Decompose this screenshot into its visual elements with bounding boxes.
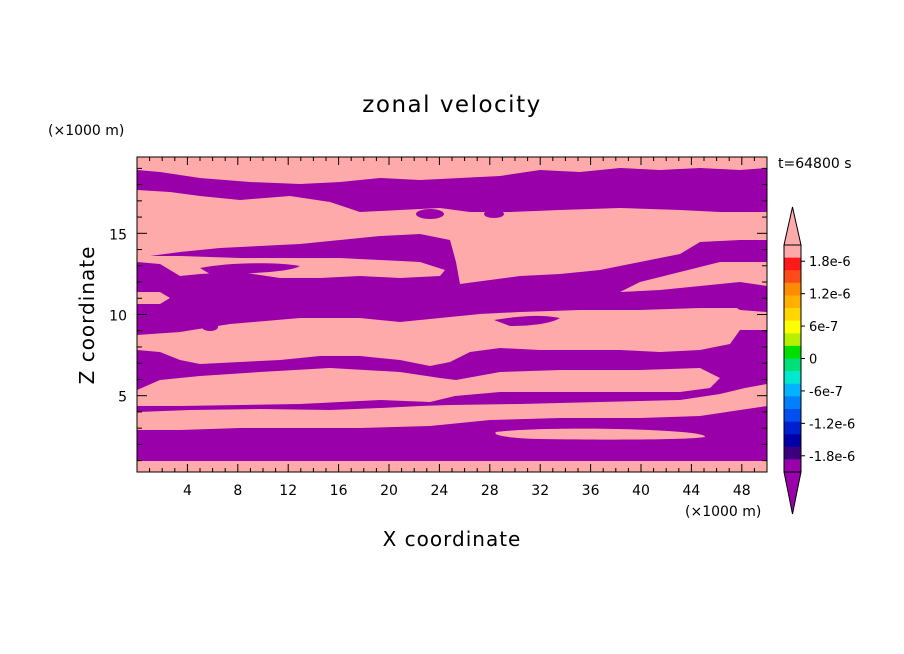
colorbar-segment: [784, 308, 801, 321]
colorbar-segment: [784, 383, 801, 397]
colorbar-segment: [784, 282, 801, 296]
y-axis-title: Z coordinate: [75, 246, 99, 385]
y-tick-label: 15: [109, 227, 127, 243]
field-region-negative: [494, 315, 560, 326]
field-region-positive: [137, 190, 767, 284]
x-tick-label: 28: [481, 483, 499, 499]
colorbar-tick-label: -6e-7: [809, 385, 843, 400]
y-tick-label: 5: [118, 390, 127, 406]
colorbar-segment: [784, 408, 801, 422]
field-region-negative: [730, 298, 767, 312]
x-tick-label: 16: [330, 483, 348, 499]
field-region-negative: [484, 210, 504, 218]
colorbar-segment: [784, 333, 801, 347]
x-tick-label: 36: [582, 483, 600, 499]
colorbar-max-arrow: [783, 206, 802, 246]
colorbar-segment: [784, 295, 801, 309]
field-region-negative: [416, 209, 444, 219]
field-region-negative: [200, 263, 300, 274]
x-tick-label: 40: [632, 483, 650, 499]
field-region-positive: [137, 157, 767, 184]
x-unit-label: (×1000 m): [685, 504, 761, 520]
colorbar-tick-label: 1.2e-6: [809, 288, 851, 303]
colorbar-segment: [784, 320, 801, 334]
colorbar-tick-label: -1.2e-6: [809, 417, 855, 432]
field-region-positive: [495, 428, 705, 440]
time-label: t=64800 s: [778, 156, 852, 172]
colorbar-segment: [784, 446, 801, 460]
colorbar-tick-label: 6e-7: [809, 320, 838, 335]
colorbar-segment: [784, 371, 801, 385]
x-tick-label: 48: [733, 483, 751, 499]
field-region-positive: [620, 262, 767, 292]
colorbar-tick-label: 0: [809, 353, 817, 368]
colorbar-segment: [784, 358, 801, 372]
y-axis: 5 10 15: [109, 167, 767, 462]
field-region-positive: [137, 308, 767, 366]
colorbar-segment: [784, 345, 801, 359]
x-tick-label: 4: [183, 483, 192, 499]
colorbar-segment: [784, 245, 801, 258]
colorbar-min-arrow: [783, 471, 802, 515]
colorbar-segment: [784, 270, 801, 284]
colorbar-segment: [784, 396, 801, 410]
colorbar-tick-label: -1.8e-6: [809, 450, 855, 465]
contour-field: [137, 157, 767, 472]
x-tick-label: 32: [531, 483, 549, 499]
y-unit-label: (×1000 m): [48, 123, 124, 139]
chart-title: zonal velocity: [362, 92, 541, 118]
colorbar-segment: [784, 434, 801, 448]
x-tick-label: 20: [380, 483, 398, 499]
field-region-negative: [438, 186, 482, 206]
colorbar-segment: [784, 421, 801, 435]
colorbar-segment: [784, 257, 801, 271]
field-region-positive: [137, 461, 767, 472]
field-region-negative: [202, 323, 218, 331]
x-tick-label: 24: [430, 483, 448, 499]
colorbar: 1.8e-6 1.2e-6 6e-7 0 -6e-7 -1.2e-6 -1.8e-6: [783, 206, 855, 515]
colorbar-segment: [784, 459, 801, 473]
x-axis: 4 8 12 16 20 24 28 32 36 40 44 48: [149, 157, 755, 499]
x-axis-title: X coordinate: [383, 527, 522, 551]
x-tick-label: 44: [682, 483, 700, 499]
field-region-positive: [137, 384, 767, 430]
field-region-positive: [137, 292, 170, 304]
field-region-negative: [710, 358, 722, 366]
y-tick-label: 10: [109, 309, 127, 325]
x-tick-label: 8: [233, 483, 242, 499]
colorbar-tick-label: 1.8e-6: [809, 255, 851, 270]
x-tick-label: 12: [279, 483, 297, 499]
field-region-positive: [137, 368, 720, 406]
